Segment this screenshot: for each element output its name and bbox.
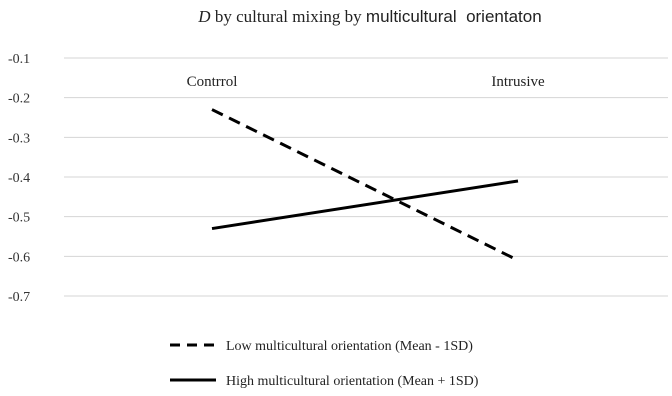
y-tick-label: -0.4 xyxy=(8,171,30,186)
y-tick-label: -0.3 xyxy=(8,131,30,146)
series-low-line xyxy=(211,108,519,262)
y-tick-label: -0.2 xyxy=(8,92,30,107)
legend: Low multicultural orientation (Mean - 1S… xyxy=(170,339,479,389)
legend-label: High multicultural orientation (Mean + 1… xyxy=(226,374,479,389)
y-axis-ticks: -0.1 -0.2 -0.3 -0.4 -0.5 -0.6 -0.7 xyxy=(8,52,30,305)
gridlines xyxy=(64,57,668,297)
chart-title: D by cultural mixing by multicultural or… xyxy=(197,7,541,26)
title-bold: multicultural orientaton xyxy=(366,7,542,26)
y-tick-label: -0.5 xyxy=(8,211,30,226)
title-italic: D xyxy=(197,7,211,26)
series-high-line xyxy=(211,179,519,231)
x-axis-labels: Contrrol Intrusive xyxy=(187,74,545,90)
y-tick-label: -0.7 xyxy=(8,290,30,305)
x-category-label: Intrusive xyxy=(491,74,545,90)
y-tick-label: -0.6 xyxy=(8,250,30,265)
y-tick-label: -0.1 xyxy=(8,52,30,67)
series-lines xyxy=(211,108,519,262)
legend-label: Low multicultural orientation (Mean - 1S… xyxy=(226,339,473,354)
x-category-label: Contrrol xyxy=(187,74,238,90)
title-middle: by cultural mixing by xyxy=(211,7,366,26)
